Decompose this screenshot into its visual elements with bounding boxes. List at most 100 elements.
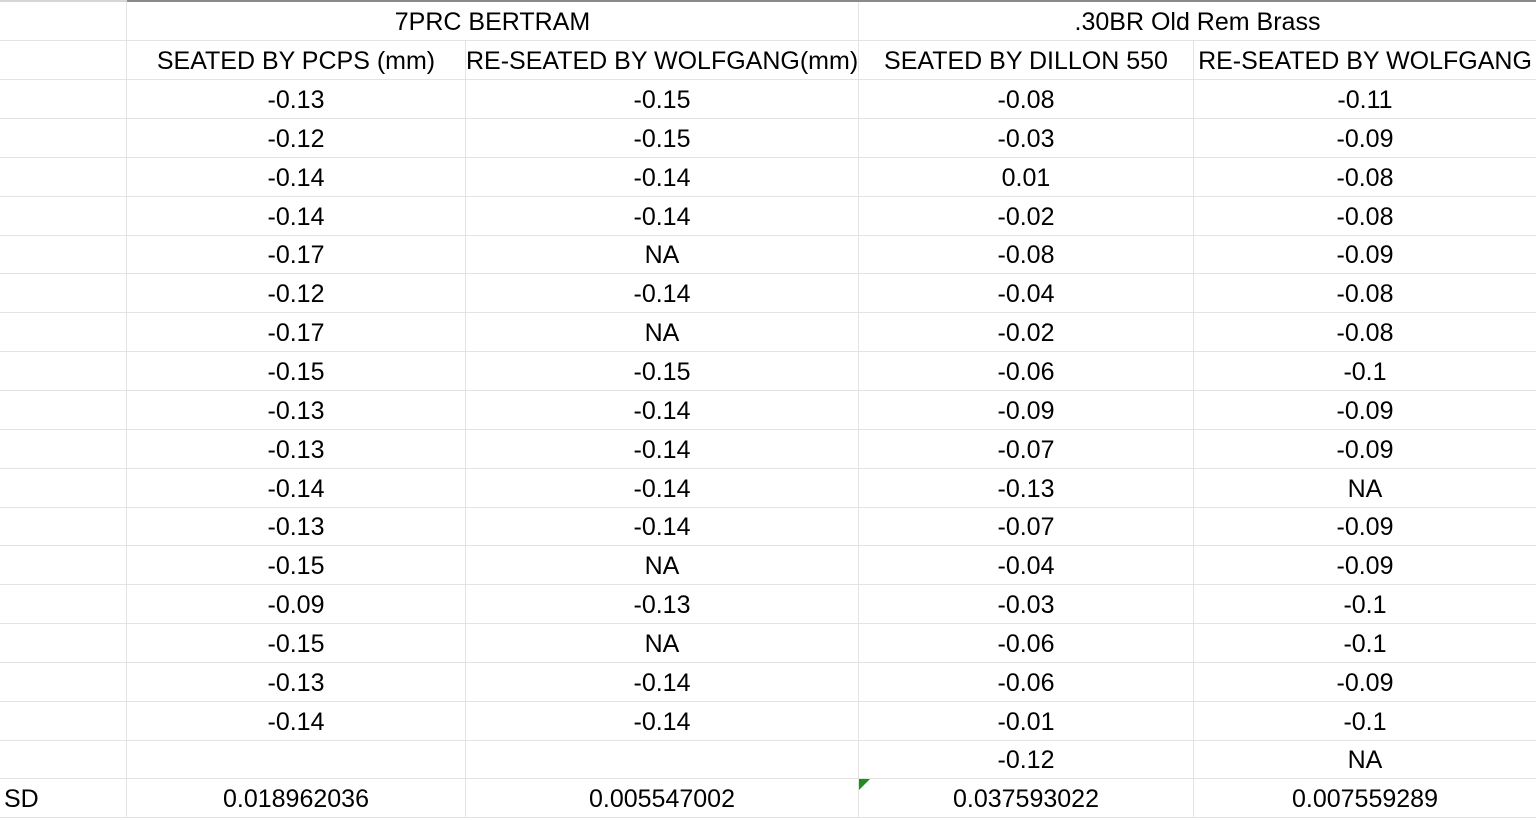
cell-seated-dillon[interactable]: -0.04 <box>859 546 1194 585</box>
cell-seated-dillon[interactable]: -0.02 <box>859 196 1194 235</box>
cell-seated-dillon[interactable]: -0.08 <box>859 235 1194 274</box>
cell-reseated-wolfgang-mm[interactable]: -0.15 <box>466 351 859 390</box>
cell-reseated-wolfgang-mm[interactable]: -0.14 <box>466 390 859 429</box>
cell-seated-pcps[interactable]: -0.13 <box>127 390 466 429</box>
cell-reseated-wolfgang[interactable]: -0.09 <box>1336 513 1394 542</box>
header-reseated-wolfgang-mm[interactable]: RE-SEATED BY WOLFGANG(mm) <box>466 41 859 79</box>
cell-reseated-wolfgang-mm[interactable]: -0.14 <box>466 662 859 701</box>
cell-seated-pcps[interactable]: -0.14 <box>127 701 466 740</box>
cell-reseated-wolfgang[interactable]: -0.08 <box>1336 280 1394 309</box>
cell-seated-dillon[interactable]: -0.07 <box>859 507 1194 546</box>
cell-reseated-wolfgang-mm[interactable] <box>466 740 859 779</box>
cell-reseated-wolfgang[interactable]: -0.1 <box>1343 357 1387 386</box>
cell-seated-dillon[interactable]: -0.07 <box>859 429 1194 468</box>
cell-reseated-wolfgang-mm[interactable]: NA <box>466 313 859 352</box>
cell-reseated-wolfgang-mm[interactable]: NA <box>466 235 859 274</box>
summary-sd-dillon[interactable]: 0.037593022 <box>859 779 1194 817</box>
cell-row-label[interactable] <box>0 157 127 196</box>
cell-reseated-wolfgang[interactable]: NA <box>1347 474 1383 503</box>
cell-reseated-wolfgang[interactable]: -0.11 <box>1337 86 1393 114</box>
cell-row-label[interactable] <box>0 585 127 624</box>
cell-reseated-wolfgang[interactable]: -0.09 <box>1336 668 1394 697</box>
cell-reseated-wolfgang-mm[interactable]: -0.14 <box>466 429 859 468</box>
cell-reseated-wolfgang-mm[interactable]: -0.15 <box>466 118 859 157</box>
group-title-7prc[interactable]: 7PRC BERTRAM <box>127 2 859 40</box>
cell-reseated-wolfgang[interactable]: -0.1 <box>1343 591 1387 620</box>
cell-reseated-wolfgang-mm[interactable]: -0.14 <box>466 274 859 313</box>
cell-seated-dillon[interactable]: -0.13 <box>859 468 1194 507</box>
cell-reseated-wolfgang[interactable]: -0.09 <box>1336 241 1394 270</box>
cell-reseated-wolfgang-mm[interactable]: -0.15 <box>466 80 859 118</box>
cell-row-label[interactable] <box>0 196 127 235</box>
cell-seated-pcps[interactable]: -0.13 <box>127 429 466 468</box>
cell-row-label[interactable] <box>0 662 127 701</box>
cell-row-label[interactable] <box>0 235 127 274</box>
cell-row-label[interactable] <box>0 546 127 585</box>
cell-row-label[interactable] <box>0 429 127 468</box>
cell-reseated-wolfgang-mm[interactable]: -0.14 <box>466 701 859 740</box>
cell-seated-dillon[interactable]: -0.09 <box>859 390 1194 429</box>
cell-row-label[interactable] <box>0 351 127 390</box>
cell-row-label[interactable] <box>0 274 127 313</box>
cell-reseated-wolfgang-mm[interactable]: -0.13 <box>466 585 859 624</box>
summary-sd-wolfgang[interactable]: 0.007559289 <box>1292 785 1438 813</box>
cell-reseated-wolfgang[interactable]: NA <box>1347 746 1383 775</box>
cell-row-label[interactable] <box>0 468 127 507</box>
cell-row-label[interactable] <box>0 390 127 429</box>
cell-reseated-wolfgang[interactable]: -0.09 <box>1336 396 1394 425</box>
error-indicator-icon[interactable] <box>859 779 870 790</box>
cell-seated-pcps[interactable]: -0.17 <box>127 235 466 274</box>
cell-seated-pcps[interactable]: -0.12 <box>127 118 466 157</box>
cell-seated-dillon[interactable]: -0.03 <box>859 585 1194 624</box>
cell-seated-dillon[interactable]: 0.01 <box>859 157 1194 196</box>
cell-reseated-wolfgang[interactable]: -0.1 <box>1343 629 1387 658</box>
header-seated-pcps[interactable]: SEATED BY PCPS (mm) <box>127 41 466 79</box>
cell-seated-dillon[interactable]: -0.01 <box>859 701 1194 740</box>
cell-seated-pcps[interactable]: -0.09 <box>127 585 466 624</box>
cell-row-label[interactable] <box>0 507 127 546</box>
cell-a1[interactable] <box>0 2 127 40</box>
summary-label[interactable]: SD <box>0 779 127 817</box>
cell-seated-dillon[interactable]: -0.04 <box>859 274 1194 313</box>
group-title-30br[interactable]: .30BR Old Rem Brass <box>1074 8 1321 36</box>
cell-seated-dillon[interactable]: -0.02 <box>859 313 1194 352</box>
header-label-cell[interactable] <box>0 41 127 79</box>
cell-seated-dillon[interactable]: -0.06 <box>859 351 1194 390</box>
cell-reseated-wolfgang[interactable]: -0.08 <box>1336 319 1394 348</box>
summary-sd-pcps[interactable]: 0.018962036 <box>127 779 466 817</box>
cell-row-label[interactable] <box>0 313 127 352</box>
cell-reseated-wolfgang[interactable]: -0.08 <box>1336 163 1394 192</box>
cell-reseated-wolfgang[interactable]: -0.09 <box>1336 552 1394 581</box>
cell-seated-pcps[interactable]: -0.15 <box>127 623 466 662</box>
cell-reseated-wolfgang-mm[interactable]: -0.14 <box>466 468 859 507</box>
header-reseated-wolfgang[interactable]: RE-SEATED BY WOLFGANG <box>1198 47 1532 75</box>
cell-seated-pcps[interactable] <box>127 740 466 779</box>
cell-seated-pcps[interactable]: -0.13 <box>127 80 466 118</box>
cell-row-label[interactable] <box>0 623 127 662</box>
cell-reseated-wolfgang[interactable]: -0.09 <box>1336 124 1394 153</box>
cell-seated-dillon[interactable]: -0.08 <box>859 80 1194 118</box>
cell-seated-pcps[interactable]: -0.13 <box>127 507 466 546</box>
cell-reseated-wolfgang-mm[interactable]: NA <box>466 546 859 585</box>
cell-seated-pcps[interactable]: -0.15 <box>127 351 466 390</box>
cell-seated-pcps[interactable]: -0.14 <box>127 468 466 507</box>
cell-seated-pcps[interactable]: -0.12 <box>127 274 466 313</box>
cell-seated-pcps[interactable]: -0.14 <box>127 157 466 196</box>
cell-row-label[interactable] <box>0 701 127 740</box>
cell-seated-pcps[interactable]: -0.13 <box>127 662 466 701</box>
cell-reseated-wolfgang-mm[interactable]: NA <box>466 623 859 662</box>
cell-row-label[interactable] <box>0 118 127 157</box>
cell-row-label[interactable] <box>0 80 127 118</box>
cell-seated-dillon[interactable]: -0.03 <box>859 118 1194 157</box>
cell-seated-dillon[interactable]: -0.06 <box>859 623 1194 662</box>
cell-seated-pcps[interactable]: -0.14 <box>127 196 466 235</box>
cell-seated-pcps[interactable]: -0.15 <box>127 546 466 585</box>
cell-row-label[interactable] <box>0 740 127 779</box>
cell-reseated-wolfgang[interactable]: -0.08 <box>1336 202 1394 231</box>
cell-seated-dillon[interactable]: -0.12 <box>859 740 1194 779</box>
cell-reseated-wolfgang-mm[interactable]: -0.14 <box>466 157 859 196</box>
summary-sd-wolfgang-mm[interactable]: 0.005547002 <box>466 779 859 817</box>
cell-reseated-wolfgang-mm[interactable]: -0.14 <box>466 196 859 235</box>
cell-reseated-wolfgang[interactable]: -0.1 <box>1343 707 1387 736</box>
header-seated-dillon[interactable]: SEATED BY DILLON 550 <box>859 41 1194 79</box>
